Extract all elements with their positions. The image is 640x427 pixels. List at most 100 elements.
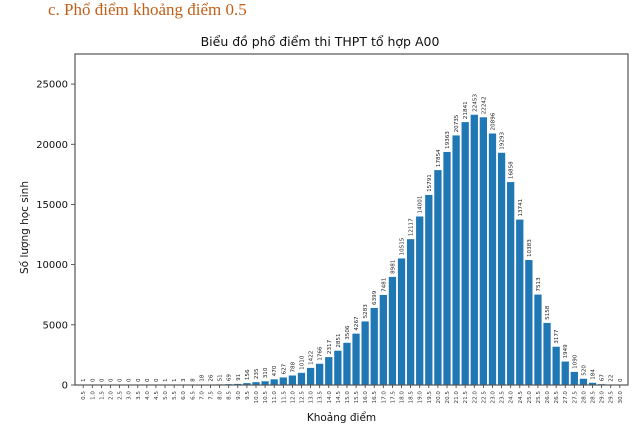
x-tick-label: 6.5: [190, 391, 196, 400]
bar-value-label: 1010: [299, 355, 305, 370]
x-tick-label: 11.0: [272, 391, 278, 404]
bar-value-label: 788: [290, 361, 296, 372]
bar-value-label: 20735: [454, 114, 460, 132]
x-tick-label: 9.0: [236, 391, 242, 400]
x-tick-label: 10.0: [254, 391, 260, 404]
bar: [497, 152, 506, 385]
x-tick-label: 3.5: [136, 391, 142, 400]
bar-value-label: 1: [81, 378, 87, 382]
bar-value-label: 1422: [309, 351, 315, 365]
x-tick-label: 19.0: [418, 391, 424, 404]
bar-value-label: 0: [145, 378, 151, 382]
bar-value-label: 26: [209, 374, 215, 382]
bar: [561, 361, 569, 385]
x-tick-label: 10.5: [263, 391, 269, 404]
bar: [406, 239, 415, 385]
bar: [416, 216, 424, 385]
x-tick-label: 22.0: [472, 391, 478, 404]
bar-value-label: 1: [172, 378, 178, 382]
x-tick-label: 11.5: [281, 391, 287, 404]
bar: [379, 294, 387, 385]
x-tick-label: 23.0: [490, 391, 496, 404]
bar: [306, 367, 315, 385]
x-tick-label: 12.0: [290, 391, 296, 404]
bar-value-label: 22: [609, 375, 615, 382]
bar-value-label: 2851: [336, 333, 342, 348]
x-tick-label: 15.5: [354, 391, 360, 404]
bar-value-label: 0: [136, 378, 142, 382]
bar: [261, 381, 269, 385]
bar-value-label: 3: [181, 378, 187, 382]
x-tick-label: 23.5: [500, 391, 506, 404]
bar-value-label: 184: [591, 369, 597, 380]
x-tick-label: 12.5: [299, 391, 305, 404]
bar-value-label: 8: [190, 378, 196, 382]
bar: [579, 378, 588, 385]
bar-value-label: 22242: [481, 96, 487, 114]
bar-value-label: 7481: [381, 277, 387, 292]
bar-value-label: 16858: [509, 161, 515, 179]
x-tick-label: 19.5: [427, 391, 433, 404]
x-tick-label: 22.5: [481, 391, 487, 404]
bar-value-label: 10515: [400, 237, 406, 255]
bar: [479, 117, 488, 385]
x-tick-label: 9.5: [245, 391, 251, 400]
x-tick-label: 18.5: [409, 391, 415, 404]
bar: [270, 379, 278, 385]
bar: [588, 382, 597, 385]
bar: [461, 122, 469, 386]
x-tick-label: 16.5: [372, 391, 378, 404]
bar: [452, 135, 460, 385]
bar-value-label: 8981: [390, 259, 396, 274]
bar: [525, 260, 533, 385]
bar-value-label: 3506: [345, 325, 351, 340]
bar: [488, 133, 497, 385]
x-tick-label: 8.0: [218, 391, 224, 400]
x-tick-label: 1.0: [90, 391, 96, 400]
bar-value-label: 627: [281, 363, 287, 374]
bar-value-label: 0: [154, 378, 160, 382]
bar: [388, 276, 397, 385]
bar-value-label: 22453: [472, 94, 478, 112]
x-tick-label: 24.0: [509, 391, 515, 404]
bar-value-label: 1: [163, 378, 169, 382]
y-tick-label: 15000: [36, 200, 68, 211]
bar-value-label: 67: [600, 374, 606, 382]
bar: [352, 333, 360, 385]
y-tick-label: 5000: [43, 320, 68, 331]
x-tick-label: 2.5: [118, 391, 124, 400]
bar-value-label: 2317: [327, 339, 333, 354]
bar-value-label: 91: [236, 373, 242, 381]
x-tick-label: 5.0: [163, 391, 169, 400]
bar: [297, 372, 306, 385]
bar-value-label: 156: [245, 369, 251, 380]
bar: [343, 342, 351, 385]
x-tick-label: 17.5: [390, 391, 396, 404]
bar-value-label: 69: [227, 374, 233, 382]
x-tick-label: 13.0: [309, 391, 315, 404]
bar-value-label: 0: [118, 378, 124, 382]
bar-value-label: 13741: [518, 198, 524, 216]
x-tick-label: 25.0: [527, 391, 533, 404]
x-tick-label: 6.0: [181, 391, 187, 400]
bar: [397, 258, 406, 385]
bar-value-label: 15791: [427, 174, 433, 192]
bar-value-label: 19293: [500, 132, 506, 150]
x-tick-label: 29.5: [609, 391, 615, 404]
bar-value-label: 17854: [436, 149, 442, 167]
bar-value-label: 5158: [545, 305, 551, 320]
x-tick-label: 4.0: [145, 391, 151, 400]
bar: [443, 151, 451, 385]
x-tick-label: 21.5: [463, 391, 469, 404]
bar-value-label: 4267: [354, 316, 360, 331]
bar: [334, 350, 342, 385]
x-tick-label: 7.0: [199, 391, 205, 400]
x-tick-label: 14.0: [327, 391, 333, 404]
bar-value-label: 1090: [572, 354, 578, 369]
y-tick-label: 10000: [36, 260, 68, 271]
bar: [534, 294, 542, 385]
x-tick-label: 24.5: [518, 391, 524, 404]
bar-value-label: 1766: [318, 346, 324, 361]
x-tick-label: 2.0: [108, 391, 114, 400]
